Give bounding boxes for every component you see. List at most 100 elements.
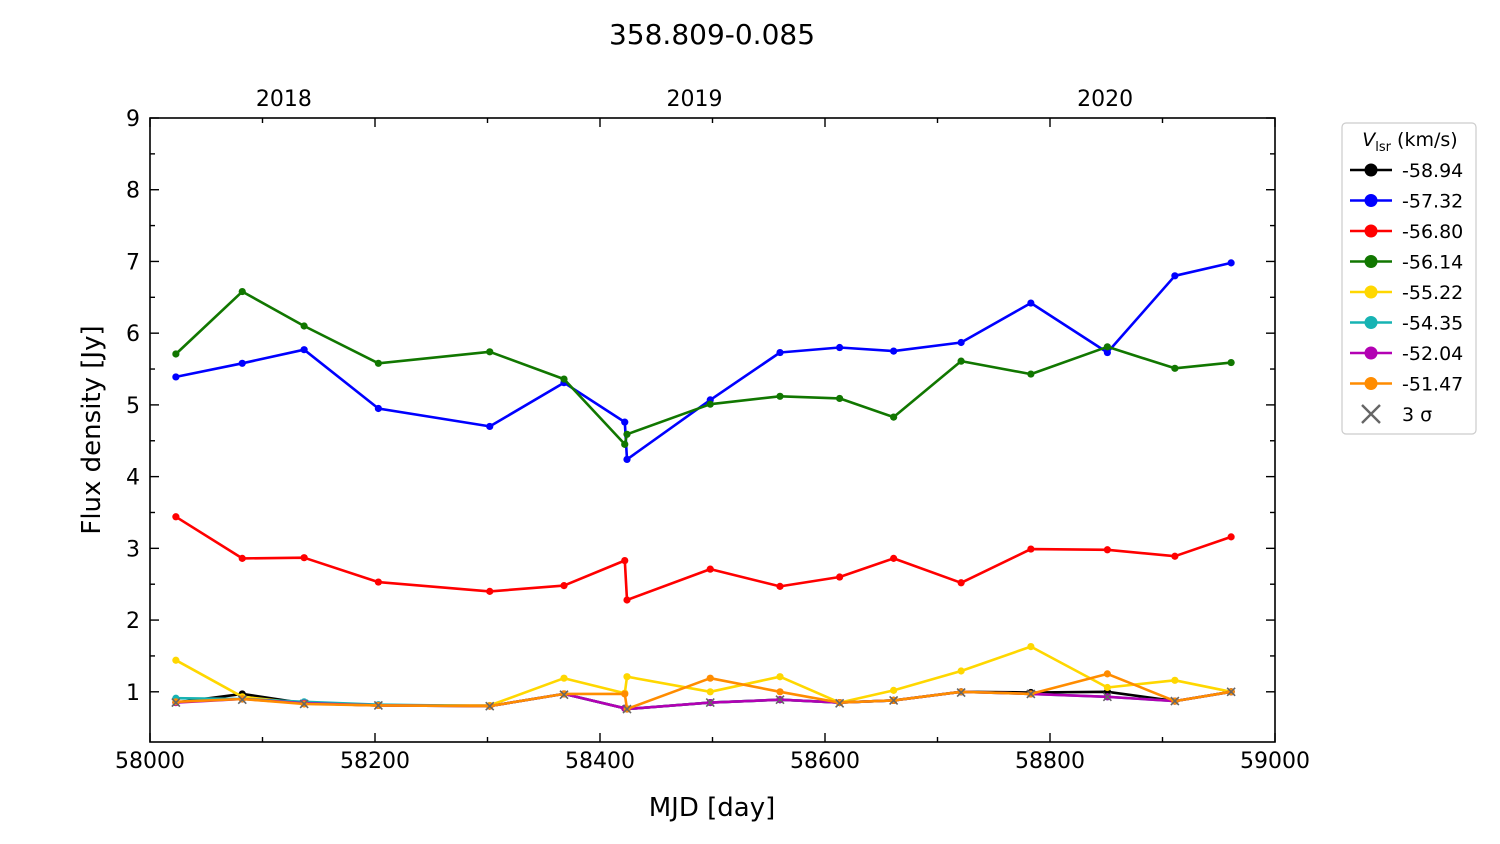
series-line [175, 290, 1232, 446]
data-point [957, 667, 965, 675]
data-point [172, 373, 180, 381]
data-point [486, 348, 494, 356]
sigma-marker [1102, 692, 1112, 702]
sigma-marker [1170, 696, 1180, 706]
year-label: 2019 [667, 87, 723, 112]
data-point [1227, 533, 1235, 541]
data-point [374, 578, 382, 586]
data-point [172, 350, 180, 358]
data-point [374, 359, 382, 367]
y-tick-label: 8 [126, 179, 140, 204]
data-point [1171, 676, 1179, 684]
sigma-marker [775, 695, 785, 705]
data-point [836, 343, 844, 352]
legend-item: -52.04 [1350, 343, 1463, 365]
legend-item: -58.94 [1350, 160, 1463, 182]
data-point [1103, 546, 1111, 554]
data-point [1103, 348, 1111, 357]
legend-item: -56.80 [1350, 221, 1463, 243]
data-point [890, 686, 898, 694]
x-axis: 58000 58200 58400 58600 58800 59000 [115, 118, 1310, 774]
data-point [776, 348, 784, 357]
legend-sigma-label: 3 σ [1402, 404, 1432, 426]
data-point [1171, 552, 1179, 560]
y-axis-label: Flux density [Jy] [77, 325, 107, 534]
data-point [706, 400, 714, 408]
x-tick-label: 59000 [1240, 749, 1310, 774]
sigma-marker [485, 701, 495, 711]
chart-title: 358.809-0.085 [609, 18, 815, 51]
sigma-marker [559, 690, 569, 700]
sigma-marker [373, 700, 383, 710]
legend-sigma-marker [1361, 404, 1381, 424]
data-point [1171, 272, 1179, 280]
legend-item: -51.47 [1350, 374, 1463, 396]
y-tick-label: 3 [126, 537, 140, 562]
data-point [706, 565, 714, 573]
data-point [172, 656, 180, 664]
legend-label: -56.80 [1402, 221, 1463, 243]
legend-swatch-marker [1364, 224, 1378, 238]
data-point [776, 392, 784, 400]
data-point [776, 673, 784, 681]
data-point [1027, 370, 1035, 378]
series--56.80 [172, 513, 1235, 604]
data-point [621, 418, 629, 426]
y-tick-label: 1 [126, 681, 140, 706]
x-axis-label: MJD [day] [649, 793, 776, 823]
legend-item: -56.14 [1350, 252, 1463, 274]
data-point [1027, 299, 1035, 307]
year-label: 2018 [256, 87, 312, 112]
series-line [175, 690, 1232, 711]
y-tick-label: 6 [126, 322, 140, 347]
legend-label: -51.47 [1402, 374, 1463, 396]
legend-item: -55.22 [1350, 282, 1463, 304]
data-point [706, 688, 714, 696]
legend-item-sigma: 3 σ [1361, 404, 1432, 426]
data-point [1227, 259, 1235, 267]
legend-swatch-marker [1364, 255, 1378, 268]
data-point [776, 582, 784, 590]
sigma-markers [171, 687, 1236, 714]
legend-label: -52.04 [1402, 343, 1463, 365]
data-point [890, 413, 898, 421]
data-point [836, 394, 844, 403]
plot-frame [149, 117, 1276, 743]
data-point [957, 357, 965, 365]
data-point [560, 375, 568, 383]
data-point [172, 513, 180, 521]
data-point [890, 347, 898, 355]
data-point [300, 322, 308, 330]
legend-label: -54.35 [1402, 313, 1463, 335]
y-tick-label: 5 [126, 394, 140, 419]
data-point [621, 556, 629, 565]
data-point [1103, 683, 1111, 692]
legend-swatch-marker [1364, 377, 1378, 390]
legend-swatch-marker [1364, 163, 1378, 177]
sigma-marker [171, 697, 181, 708]
x-tick-label: 58200 [340, 749, 410, 774]
y-tick-label: 4 [126, 466, 140, 491]
legend-title: Vlsr (km/s) [1362, 129, 1457, 155]
data-point [623, 673, 631, 681]
legend-items: -58.94 -57.32 -56.80 -56.14 -55.22 -54.35 -52.… [1350, 160, 1463, 426]
sigma-marker [835, 698, 845, 708]
plot-area [171, 259, 1236, 714]
data-point [238, 287, 246, 296]
legend-item: -57.32 [1350, 191, 1463, 213]
data-point [300, 346, 308, 354]
x-tick-label: 58000 [115, 749, 185, 774]
data-point [1227, 358, 1235, 367]
sigma-marker [956, 687, 966, 698]
legend: Vlsr (km/s) -58.94 -57.32 -56.80 -56.14 -55.… [1341, 122, 1477, 435]
series--55.22 [172, 643, 1235, 710]
data-point [374, 404, 382, 413]
data-point [1103, 670, 1111, 678]
data-point [560, 674, 568, 682]
sigma-marker [1026, 689, 1036, 699]
data-point [957, 579, 965, 587]
sigma-marker [889, 695, 899, 705]
series--57.32 [172, 259, 1235, 464]
x-tick-label: 58800 [1015, 749, 1085, 774]
y-axis: 1 2 3 4 5 6 7 8 9 [126, 107, 1275, 706]
